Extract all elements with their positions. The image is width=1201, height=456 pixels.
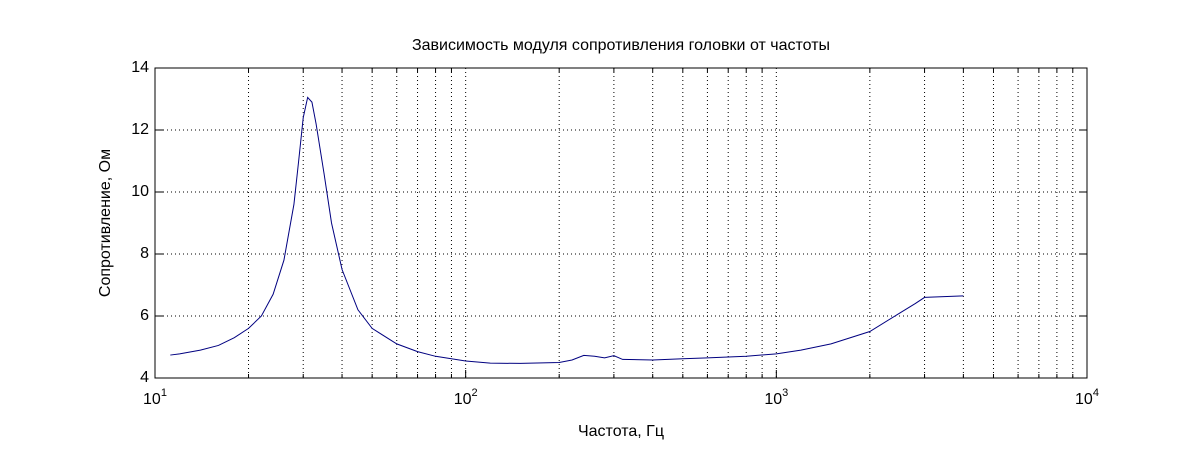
data-line [170, 96, 964, 364]
tick-base: 10 [454, 391, 472, 408]
tick-base: 10 [143, 391, 161, 408]
tick-base: 10 [764, 391, 782, 408]
x-tick-label: 102 [454, 387, 478, 408]
y-tick-label: 14 [131, 59, 149, 76]
y-axis-label: Сопротивление, Ом [97, 149, 114, 297]
tick-exponent: 4 [1093, 387, 1099, 399]
x-axis-label: Частота, Гц [578, 423, 664, 440]
x-tick-label: 101 [143, 387, 167, 408]
y-tick-label: 4 [140, 369, 149, 386]
chart-title: Зависимость модуля сопротивления головки… [412, 37, 830, 54]
tick-exponent: 3 [782, 387, 788, 399]
y-tick-label: 6 [140, 307, 149, 324]
y-tick-label: 10 [131, 183, 149, 200]
tick-exponent: 2 [472, 387, 478, 399]
y-tick-label: 8 [140, 245, 149, 262]
x-tick-label: 104 [1075, 387, 1099, 408]
tick-exponent: 1 [161, 387, 167, 399]
tick-base: 10 [1075, 391, 1093, 408]
axes-box [154, 67, 1088, 379]
x-tick-label: 103 [764, 387, 788, 408]
y-tick-label: 12 [131, 121, 149, 138]
